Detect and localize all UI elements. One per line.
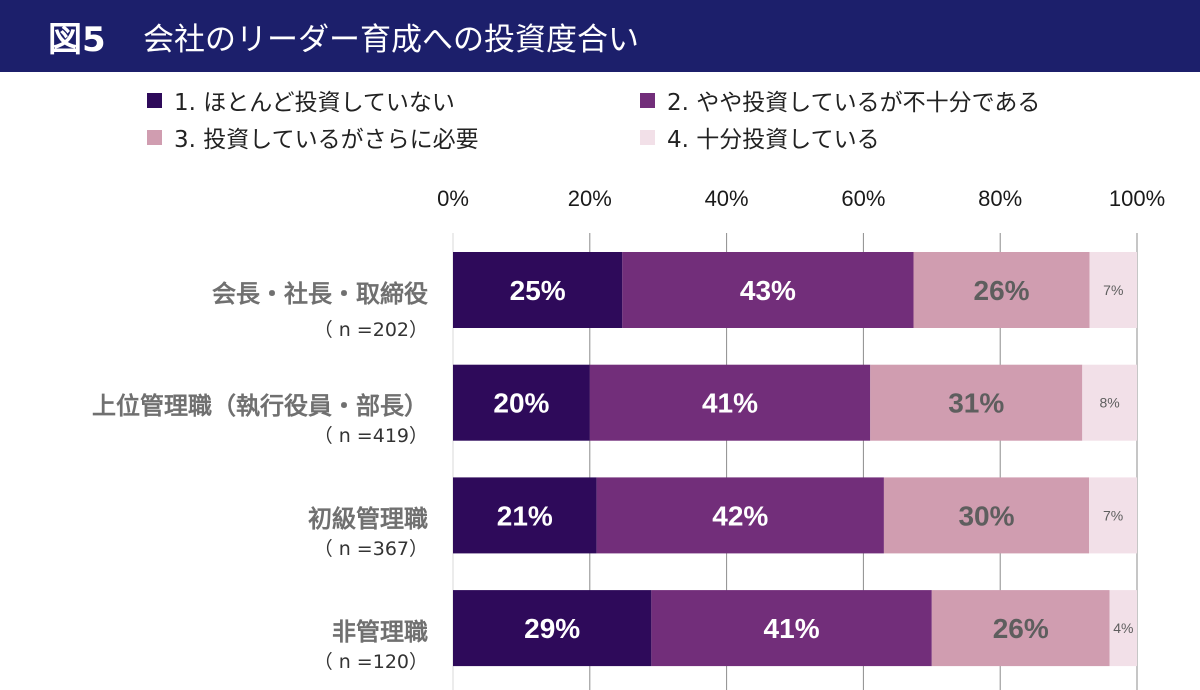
x-axis-ticks: 0% 20% 40% 60% 80% 100% [437, 186, 1165, 211]
legend-item-3: 3. 投資しているがさらに必要 [147, 122, 479, 153]
data-label: 7% [1103, 507, 1123, 523]
category-label: 会長・社長・取締役 [212, 280, 428, 308]
bar-segment-4 [1082, 364, 1137, 441]
data-label: 20% [493, 388, 549, 419]
legend-swatch-3 [147, 129, 162, 145]
legend-swatch-1 [147, 92, 162, 108]
category-label: 非管理職 [332, 618, 428, 646]
data-label: 30% [958, 500, 1014, 531]
x-tick-label: 60% [841, 186, 885, 211]
legend-item-1: 1. ほとんど投資していない [147, 85, 455, 116]
category-n: （ n =202） [313, 319, 428, 341]
chart-title: 会社のリーダー育成への投資度合い [143, 22, 639, 58]
legend-item-2: 2. やや投資しているが不十分である [640, 85, 1041, 116]
category-label: 初級管理職 [308, 505, 428, 533]
bar-segment-2 [622, 252, 914, 328]
legend-label-3: 3. 投資しているがさらに必要 [174, 127, 479, 153]
bar-segment-4 [1089, 477, 1137, 554]
data-label: 31% [948, 388, 1004, 419]
x-tick-label: 0% [437, 186, 469, 211]
bar-segment-1 [453, 364, 590, 441]
bar-segment-3 [870, 364, 1083, 441]
data-label: 29% [524, 613, 580, 644]
data-label: 4% [1113, 620, 1133, 636]
legend-label-1: 1. ほとんど投資していない [174, 90, 455, 116]
x-tick-label: 40% [705, 186, 749, 211]
data-label: 41% [764, 613, 820, 644]
x-tick-label: 80% [978, 186, 1022, 211]
x-tick-label: 100% [1109, 186, 1165, 211]
title-bar: 図5 会社のリーダー育成への投資度合い [0, 0, 1200, 72]
bars [453, 252, 1137, 667]
figure-number: 図5 [48, 20, 106, 60]
bar-segment-3 [883, 477, 1090, 554]
value-labels: 25% 43% 26% 7% 20% 41% 31% 8% 21% 42% 30% 7% 29% 41% 2… [493, 275, 1133, 644]
category-n: （ n =419） [313, 425, 428, 447]
data-label: 8% [1100, 395, 1120, 411]
legend-swatch-2 [640, 92, 655, 108]
data-label: 41% [702, 388, 758, 419]
bar-segment-4 [1089, 252, 1137, 328]
bar-segment-3 [931, 590, 1110, 667]
bar-segment-1 [453, 590, 652, 667]
category-label: 上位管理職（執行役員・部長） [92, 392, 428, 420]
data-label: 26% [993, 613, 1049, 644]
bar-segment-4 [1109, 590, 1137, 667]
data-label: 43% [740, 275, 796, 306]
bar-segment-2 [596, 477, 884, 554]
data-label: 7% [1103, 282, 1123, 298]
bar-segment-3 [913, 252, 1090, 328]
bar-segment-1 [453, 252, 623, 328]
data-label: 25% [510, 275, 566, 306]
x-tick-label: 20% [568, 186, 612, 211]
legend-swatch-4 [640, 129, 655, 145]
category-n: （ n =120） [313, 651, 428, 673]
legend-label-2: 2. やや投資しているが不十分である [667, 90, 1041, 116]
data-label: 26% [974, 275, 1030, 306]
bar-segment-2 [651, 590, 932, 667]
legend-label-4: 4. 十分投資している [667, 127, 880, 153]
bar-segment-1 [453, 477, 597, 554]
category-n: （ n =367） [313, 538, 428, 560]
legend-item-4: 4. 十分投資している [640, 122, 880, 153]
bar-segment-2 [589, 364, 871, 441]
data-label: 42% [712, 500, 768, 531]
data-label: 21% [497, 500, 553, 531]
